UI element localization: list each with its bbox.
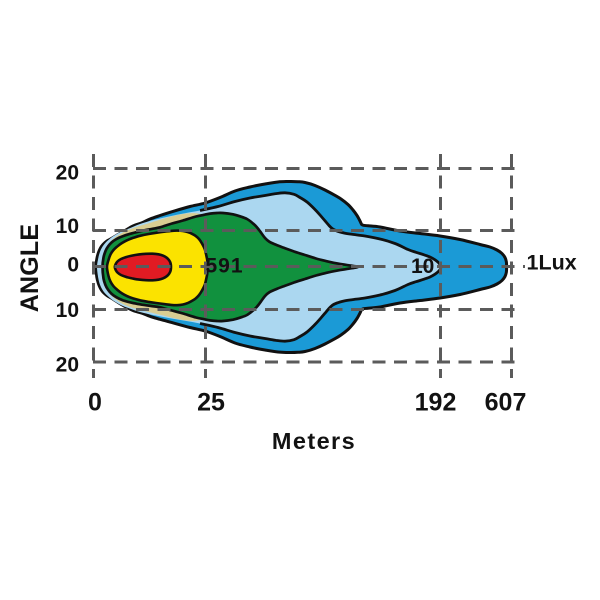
svg-text:10: 10 (411, 255, 434, 278)
svg-text:Meters: Meters (272, 428, 356, 454)
svg-text:0: 0 (88, 389, 102, 417)
svg-text:10: 10 (56, 299, 79, 322)
svg-text:1Lux: 1Lux (527, 251, 577, 275)
svg-text:192: 192 (415, 389, 457, 417)
svg-text:20: 20 (56, 162, 79, 185)
svg-text:ANGLE: ANGLE (16, 224, 44, 313)
svg-text:25: 25 (197, 389, 225, 417)
svg-text:591: 591 (206, 255, 244, 278)
svg-text:10: 10 (56, 215, 79, 238)
svg-text:607: 607 (485, 389, 527, 417)
svg-text:0: 0 (67, 254, 79, 277)
svg-text:20: 20 (56, 354, 79, 377)
